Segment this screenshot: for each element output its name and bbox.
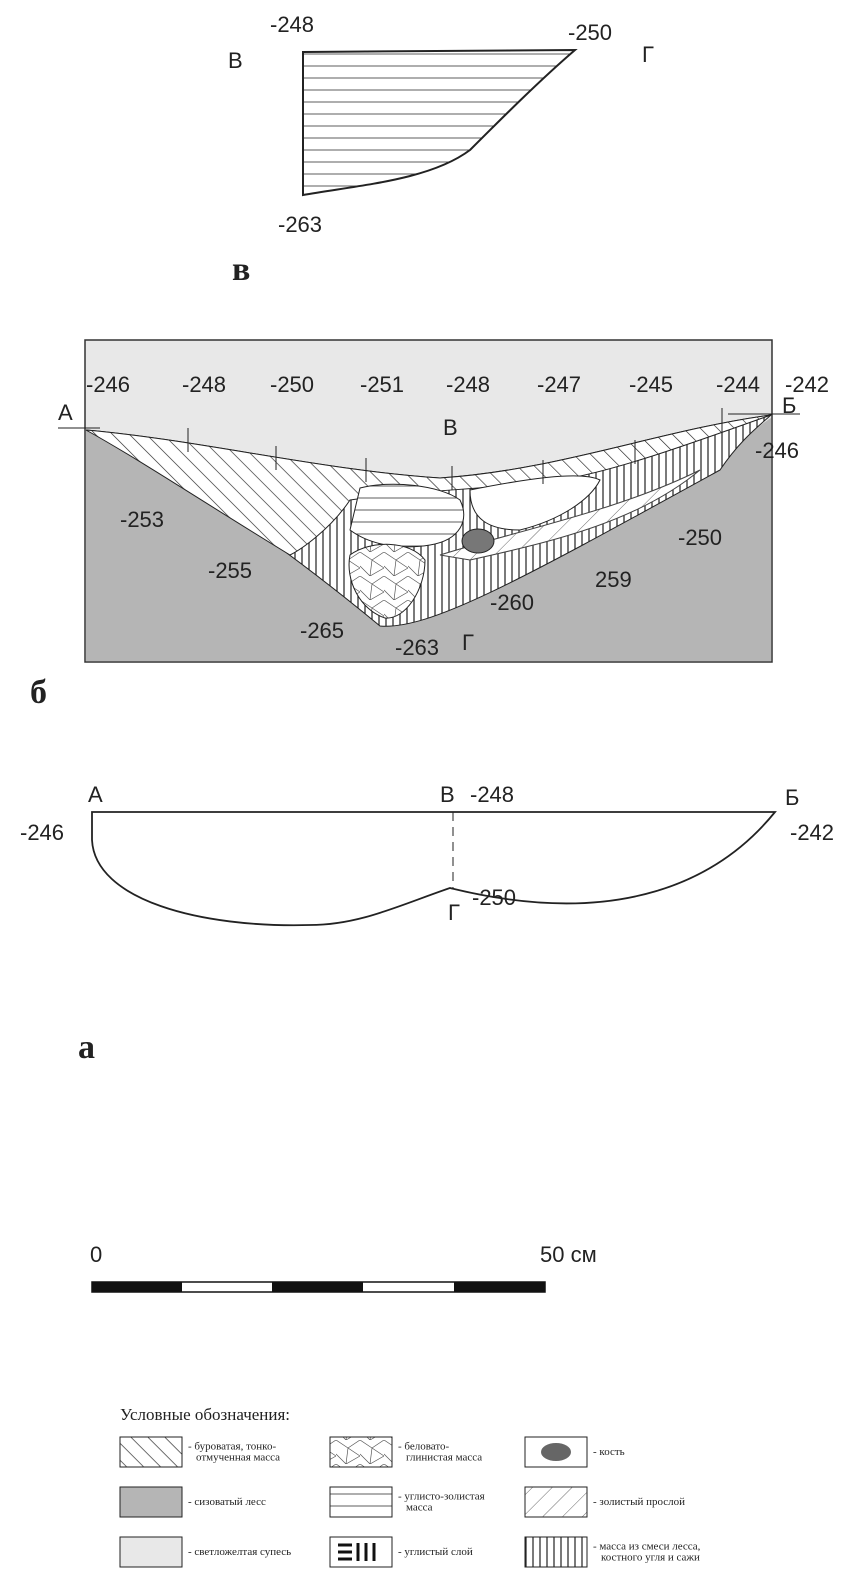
- section-v: -248 -250 -263 В Г в: [228, 12, 654, 288]
- point-label: А: [88, 782, 103, 807]
- legend-label: - сизоватый лесс: [188, 1496, 266, 1508]
- legend-label: костного угля и сажи: [601, 1552, 700, 1564]
- legend-swatch: [120, 1437, 182, 1467]
- point-label: В: [440, 782, 455, 807]
- legend: Условные обозначения: - буроватая, тонко…: [120, 1405, 701, 1567]
- legend-label: - кость: [593, 1446, 625, 1458]
- legend-label: - золистый прослой: [593, 1496, 685, 1508]
- legend-label: - светложелтая супесь: [188, 1546, 291, 1558]
- section-label: а: [78, 1029, 95, 1066]
- depth: -247: [537, 372, 581, 397]
- ash-coal-mass: [350, 484, 464, 547]
- legend-label: глинистая масса: [406, 1452, 482, 1464]
- depth: -255: [208, 558, 252, 583]
- bone: [462, 529, 494, 553]
- depth: -263: [278, 212, 322, 237]
- scale-segment: [454, 1282, 545, 1292]
- section-a-shape: [92, 812, 775, 925]
- point-label: А: [58, 400, 73, 425]
- legend-swatch: [120, 1537, 182, 1567]
- depth: -248: [182, 372, 226, 397]
- legend-swatch: [525, 1487, 587, 1517]
- depth: -250: [270, 372, 314, 397]
- section-v-shape: [303, 50, 575, 195]
- legend-swatch: [330, 1437, 392, 1467]
- point-label: Г: [462, 630, 474, 655]
- legend-label: отмученная масса: [196, 1452, 280, 1464]
- point-label: Б: [782, 393, 796, 418]
- legend-label: - углистый слой: [398, 1546, 473, 1558]
- depth: -246: [86, 372, 130, 397]
- point-label: В: [228, 48, 243, 73]
- legend-swatch: [120, 1487, 182, 1517]
- depth: -250: [472, 885, 516, 910]
- depth: -253: [120, 507, 164, 532]
- section-b: -246-248-250-251-248-247-245-244-242 А В…: [30, 340, 829, 711]
- scale-segment: [92, 1282, 182, 1292]
- scale-segment: [272, 1282, 363, 1292]
- section-label: в: [232, 251, 250, 288]
- legend-swatch: [330, 1487, 392, 1517]
- depth: -246: [755, 438, 799, 463]
- scale-start: 0: [90, 1242, 102, 1267]
- depth: -248: [470, 782, 514, 807]
- section-a: А В Б Г -246 -248 -242 -250 а: [20, 782, 834, 1066]
- legend-bone: [541, 1443, 571, 1461]
- depth: -248: [446, 372, 490, 397]
- point-label: Г: [448, 900, 460, 925]
- section-label: б: [30, 674, 47, 711]
- point-label: В: [443, 415, 458, 440]
- depth: 259: [595, 567, 632, 592]
- point-label: Б: [785, 785, 799, 810]
- depth: -246: [20, 820, 64, 845]
- legend-swatch: [525, 1537, 587, 1567]
- depth: -250: [678, 525, 722, 550]
- point-label: Г: [642, 42, 654, 67]
- depth: -245: [629, 372, 673, 397]
- depth: -250: [568, 20, 612, 45]
- page: -248 -250 -263 В Г в -246 -248 -250 -251 -24…: [0, 0, 867, 1591]
- depth: -265: [300, 618, 344, 643]
- depth: -248: [270, 12, 314, 37]
- legend-label: масса: [406, 1502, 433, 1514]
- scale-end: 50 см: [540, 1242, 597, 1267]
- depth: -251: [360, 372, 404, 397]
- depth: -263: [395, 635, 439, 660]
- scale-bar: 0 50 см: [90, 1242, 597, 1292]
- depth: -260: [490, 590, 534, 615]
- depth: -244: [716, 372, 760, 397]
- legend-title: Условные обозначения:: [120, 1405, 290, 1424]
- depth: -242: [790, 820, 834, 845]
